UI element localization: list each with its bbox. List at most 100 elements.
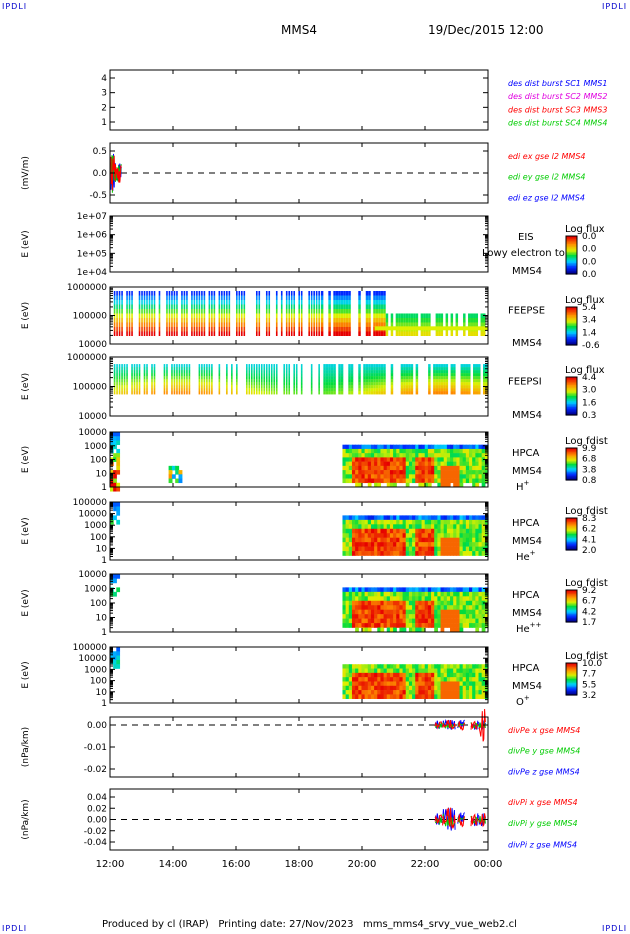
heatmap-cell xyxy=(358,370,361,374)
heatmap-cell xyxy=(288,364,291,368)
heatmap-cell xyxy=(453,448,457,454)
heatmap-cell xyxy=(358,537,363,543)
heatmap-cell xyxy=(364,605,369,610)
heatmap-cell xyxy=(410,373,414,377)
heatmap-cell xyxy=(358,295,361,301)
heatmap-cell xyxy=(348,533,353,538)
heatmap-cell xyxy=(478,668,483,674)
colorbar-tick-label: 0.0 xyxy=(582,270,597,280)
heatmap-cell xyxy=(338,367,341,371)
heatmap-cell xyxy=(351,591,356,597)
heatmap-cell xyxy=(383,367,386,371)
heatmap-cell xyxy=(450,542,454,547)
heatmap-cell xyxy=(393,668,397,674)
heatmap-cell xyxy=(273,364,276,368)
heatmap-cell xyxy=(153,308,156,314)
heatmap-cell xyxy=(367,461,372,467)
heatmap-cell xyxy=(412,618,416,624)
heatmap-cell xyxy=(116,510,121,516)
heatmap-cell xyxy=(405,385,409,389)
heatmap-cell xyxy=(377,609,382,615)
heatmap-cell xyxy=(213,326,216,332)
heatmap-cell xyxy=(343,308,346,314)
heatmap-cell xyxy=(333,382,336,386)
heatmap-cell xyxy=(400,322,404,328)
heatmap-cell xyxy=(335,331,339,337)
heatmap-cell xyxy=(348,474,353,479)
heatmap-cell xyxy=(348,591,353,597)
heatmap-cell xyxy=(328,304,331,310)
heatmap-cell xyxy=(390,382,394,386)
heatmap-cell xyxy=(465,551,470,556)
heatmap-cell xyxy=(431,528,435,534)
heatmap-cell xyxy=(178,382,181,386)
heatmap-cell xyxy=(453,474,457,479)
heatmap-cell xyxy=(383,609,388,615)
heatmap-cell xyxy=(434,448,438,454)
heatmap-cell xyxy=(478,376,481,380)
heatmap-cell xyxy=(136,367,138,371)
heatmap-cell xyxy=(370,623,375,628)
colorbar-step xyxy=(566,452,577,454)
heatmap-cell xyxy=(300,376,303,380)
heatmap-cell xyxy=(396,618,401,624)
heatmap-cell xyxy=(421,596,426,602)
legend-entry: des dist burst SC3 MMS3 xyxy=(508,105,607,114)
heatmap-cell xyxy=(465,465,470,471)
heatmap-cell xyxy=(423,313,426,319)
heatmap-cell xyxy=(186,367,188,371)
heatmap-cell xyxy=(408,370,411,374)
heatmap-cell xyxy=(116,391,118,395)
heatmap-cell xyxy=(367,681,372,687)
heatmap-cell xyxy=(283,370,286,374)
corner-label-tl: IPDLI xyxy=(2,2,28,11)
heatmap-cell xyxy=(183,370,186,374)
heatmap-cell xyxy=(393,587,397,593)
heatmap-cell xyxy=(236,331,238,337)
y-tick-label: 10 xyxy=(96,469,108,479)
heatmap-cell xyxy=(113,382,116,386)
heatmap-cell xyxy=(396,478,401,484)
heatmap-cell xyxy=(450,317,454,323)
heatmap-cell xyxy=(475,470,480,475)
heatmap-cell xyxy=(440,379,444,383)
heatmap-cell xyxy=(243,299,246,305)
heatmap-cell xyxy=(453,470,457,475)
heatmap-cell xyxy=(393,627,397,633)
heatmap-cell xyxy=(368,364,371,368)
heatmap-cell xyxy=(153,364,156,368)
heatmap-cell xyxy=(323,373,326,377)
heatmap-cell xyxy=(188,376,191,380)
heatmap-cell xyxy=(268,385,271,389)
heatmap-cell xyxy=(446,690,451,695)
heatmap-cell xyxy=(475,388,479,392)
heatmap-cell xyxy=(434,672,438,678)
heatmap-cell xyxy=(420,331,424,337)
heatmap-cell xyxy=(348,600,353,606)
heatmap-cell xyxy=(183,317,186,323)
heatmap-cell xyxy=(290,313,293,319)
heatmap-cell xyxy=(330,364,334,368)
heatmap-cell xyxy=(377,524,382,530)
heatmap-cell xyxy=(386,465,391,471)
heatmap-cell xyxy=(408,677,413,682)
heatmap-cell xyxy=(481,551,486,556)
heatmap-cell xyxy=(415,596,419,602)
heatmap-cell xyxy=(358,605,363,610)
colorbar-step xyxy=(566,236,577,239)
colorbar-frame xyxy=(565,235,578,275)
heatmap-cell xyxy=(275,290,278,296)
heatmap-cell xyxy=(273,382,276,386)
heatmap-cell xyxy=(386,591,391,597)
heatmap-cell xyxy=(198,313,201,319)
heatmap-cell xyxy=(151,382,153,386)
heatmap-cell xyxy=(427,600,432,606)
colorbar-step xyxy=(566,683,577,685)
heatmap-cell xyxy=(113,436,117,441)
heatmap-cell xyxy=(243,295,246,301)
heatmap-cell xyxy=(153,391,156,395)
heatmap-cell xyxy=(268,364,271,368)
heatmap-cell xyxy=(223,326,226,332)
heatmap-cell xyxy=(318,373,320,377)
